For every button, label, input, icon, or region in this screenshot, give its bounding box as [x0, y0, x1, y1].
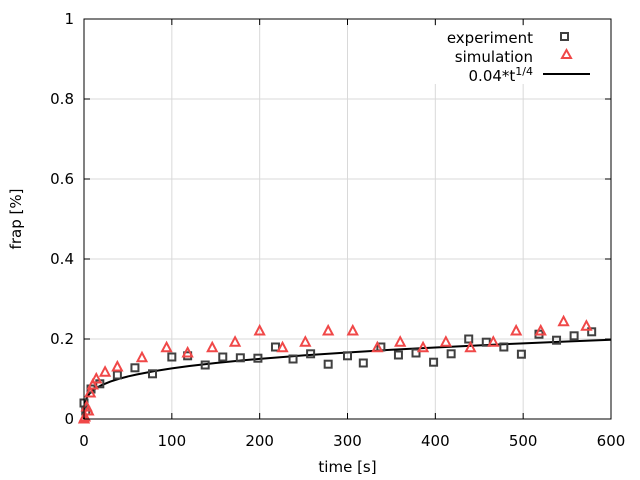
simulation-point	[580, 319, 593, 331]
experiment-point	[343, 351, 352, 361]
experiment-point	[569, 331, 579, 341]
x-tick-label: 100	[158, 432, 187, 450]
y-tick-label: 0.2	[50, 330, 74, 348]
simulation-point	[557, 314, 570, 327]
experiment-point	[306, 349, 316, 359]
experiment-point	[218, 352, 228, 362]
legend: experiment simulation 0.04*t1/4	[430, 26, 606, 85]
experiment-point	[253, 353, 263, 363]
experiment-point	[516, 349, 526, 359]
simulation-point	[78, 409, 92, 422]
simulation-point	[86, 377, 99, 390]
legend-label-simulation: simulation	[455, 48, 533, 66]
legend-marker-triangle	[560, 47, 573, 59]
simulation-point	[90, 371, 103, 384]
experiment-point	[393, 350, 403, 360]
simulation-point	[416, 340, 430, 353]
experiment-point	[323, 359, 333, 369]
experiment-point	[148, 369, 158, 379]
simulation-point	[509, 323, 523, 336]
x-tick-label: 300	[333, 432, 362, 450]
simulation-point	[206, 340, 219, 353]
simulation-point	[160, 340, 173, 353]
simulation-point	[487, 335, 500, 347]
experiment-point	[552, 335, 562, 345]
legend-marker-square	[560, 32, 569, 41]
simulation-point	[534, 323, 547, 336]
simulation-point	[228, 335, 242, 347]
legend-label-fit-base: 0.04*t	[469, 67, 516, 85]
simulation-point	[83, 385, 97, 398]
x-axis-title: time [s]	[318, 458, 376, 476]
experiment-point	[358, 358, 368, 368]
experiment-point	[288, 354, 298, 364]
simulation-point	[346, 323, 359, 336]
axis-ticks	[83, 18, 612, 420]
simulation-point	[276, 340, 289, 353]
tick-labels: 0 100 200 300 400 500 600 0 0.2 0.4 0.6 0.8 1	[50, 10, 625, 450]
y-tick-label: 1	[64, 10, 74, 28]
experiment-point	[130, 363, 140, 373]
experiment-point	[270, 342, 280, 352]
simulation-point	[111, 359, 124, 372]
simulation-point	[394, 335, 407, 347]
x-tick-label: 200	[245, 432, 274, 450]
simulation-point	[371, 340, 384, 353]
simulation-point	[299, 335, 312, 347]
x-tick-label: 400	[421, 432, 450, 450]
legend-label-experiment: experiment	[447, 29, 533, 47]
y-tick-label: 0.4	[50, 250, 74, 268]
plot-content	[77, 314, 612, 424]
simulation-point	[135, 350, 149, 363]
y-tick-label: 0.6	[50, 170, 74, 188]
x-tick-label: 500	[509, 432, 538, 450]
simulation-point	[181, 345, 194, 358]
experiment-point	[235, 353, 245, 363]
experiment-point	[200, 360, 210, 370]
experiment-point	[499, 342, 509, 352]
legend-label-fit: 0.04*t1/4	[469, 65, 533, 85]
y-tick-label: 0	[64, 410, 74, 428]
experiment-point	[167, 352, 177, 362]
simulation-point	[464, 340, 477, 353]
y-tick-label: 0.8	[50, 90, 74, 108]
simulation-point	[322, 323, 335, 336]
simulation-point	[439, 335, 453, 347]
grid-lines	[84, 19, 611, 419]
experiment-point	[429, 357, 439, 367]
experiment-point	[464, 334, 474, 344]
experiment-point	[446, 349, 456, 359]
experiment-point	[587, 327, 597, 337]
simulation-point	[253, 323, 266, 336]
y-axis-title: frap [%]	[7, 189, 25, 250]
experiment-point	[411, 348, 421, 358]
legend-label-fit-exponent: 1/4	[515, 65, 533, 78]
x-tick-label: 0	[79, 432, 89, 450]
simulation-point	[82, 403, 95, 416]
x-tick-label: 600	[597, 432, 626, 450]
simulation-point	[98, 365, 112, 377]
